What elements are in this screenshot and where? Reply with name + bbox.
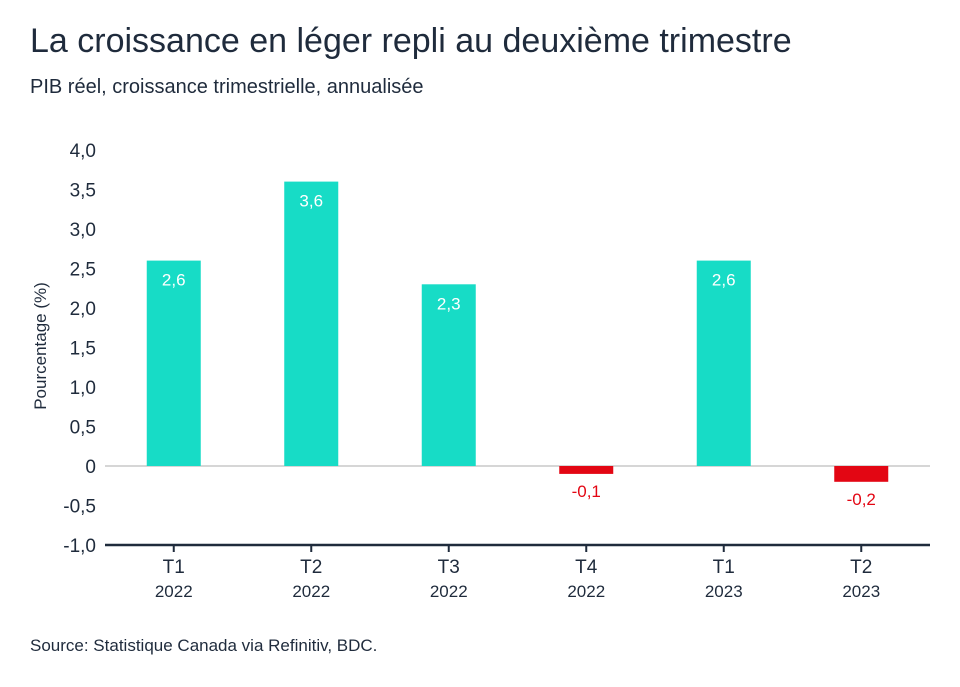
bars: 2,6 3,6 2,3 -0,1 2,6 -0,2: [146, 181, 889, 509]
bar: [696, 260, 751, 466]
y-tick-label: 3,5: [70, 181, 96, 202]
x-tick-label-year: 2022: [155, 582, 193, 601]
y-tick-label: 1,5: [70, 339, 96, 360]
y-axis-label: Pourcentage (%): [31, 282, 50, 410]
x-tick-label-quarter: T1: [713, 557, 735, 578]
bar: [284, 181, 339, 466]
x-tick-label-quarter: T2: [850, 557, 872, 578]
data-label: 3,6: [299, 192, 323, 211]
x-axis-ticks: T1 2022 T2 2022 T3 2022 T4 2022 T1 2023 T2 2023: [155, 545, 880, 601]
data-label: 2,6: [712, 271, 736, 290]
bar: [146, 260, 201, 466]
x-tick-label-quarter: T3: [438, 557, 460, 578]
bar: [559, 466, 614, 474]
y-axis-ticks: 4,0 3,5 3,0 2,5 2,0 1,5 1,0 0,5 0 -0,5 -1,0: [63, 141, 96, 557]
y-tick-label: 0: [85, 457, 96, 478]
x-tick-label-year: 2022: [430, 582, 468, 601]
y-tick-label: 2,0: [70, 299, 96, 320]
y-tick-label: 4,0: [70, 141, 96, 162]
x-tick-label-year: 2022: [567, 582, 605, 601]
chart-subtitle: PIB réel, croissance trimestrielle, annu…: [30, 76, 424, 98]
y-tick-label: 1,0: [70, 378, 96, 399]
y-tick-label: -1,0: [63, 536, 96, 557]
x-tick-label-year: 2023: [842, 582, 880, 601]
y-tick-label: 3,0: [70, 220, 96, 241]
data-label: -0,2: [847, 490, 876, 509]
data-label: 2,3: [437, 294, 461, 313]
bar: [834, 466, 889, 482]
y-tick-label: 2,5: [70, 260, 96, 281]
y-tick-label: 0,5: [70, 418, 96, 439]
x-tick-label-quarter: T2: [300, 557, 322, 578]
x-tick-label-quarter: T4: [575, 557, 598, 578]
bar: [421, 284, 476, 466]
x-tick-label-year: 2023: [705, 582, 743, 601]
data-label: 2,6: [162, 271, 186, 290]
y-tick-label: -0,5: [63, 497, 96, 518]
data-label: -0,1: [572, 482, 601, 501]
x-tick-label-year: 2022: [292, 582, 330, 601]
chart-title: La croissance en léger repli au deuxième…: [30, 22, 792, 60]
source-note: Source: Statistique Canada via Refinitiv…: [30, 636, 378, 655]
x-tick-label-quarter: T1: [163, 557, 185, 578]
